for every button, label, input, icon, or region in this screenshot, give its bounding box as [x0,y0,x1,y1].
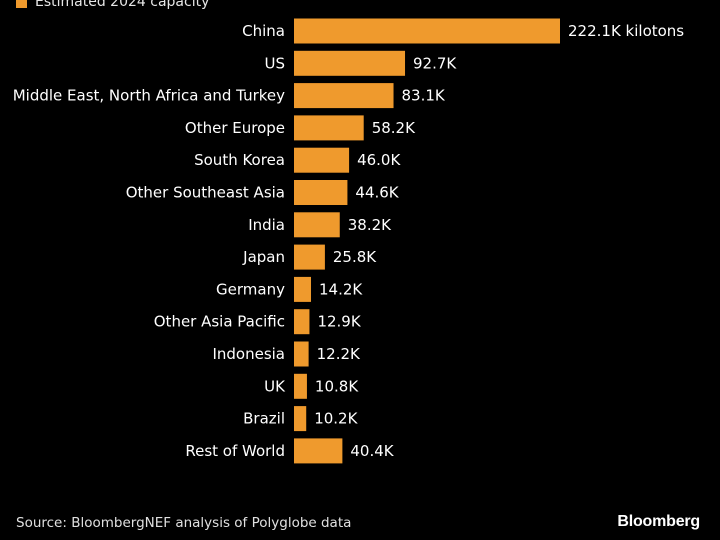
value-label: 58.2K [372,119,416,137]
category-label: Japan [242,248,285,266]
category-label: South Korea [194,151,285,169]
bar [294,212,340,238]
category-label: Other Asia Pacific [154,313,285,331]
category-label: India [248,216,285,234]
value-label: 46.0K [357,151,401,169]
bar [294,276,312,302]
value-label: 222.1K kilotons [568,22,684,40]
value-label: 92.7K [413,54,457,72]
bar [294,438,343,464]
bar [294,406,307,432]
category-label: China [242,22,285,40]
bloomberg-logo: Bloomberg [617,513,700,530]
bar [294,50,406,76]
value-label: 40.4K [350,442,394,460]
value-label: 25.8K [333,248,377,266]
category-label: Brazil [243,410,285,428]
bar [294,18,560,44]
value-label: 14.2K [319,280,363,298]
bar [294,373,307,399]
category-label: Indonesia [212,345,285,363]
bar [294,115,364,141]
category-label: US [264,54,285,72]
bar [294,180,348,205]
value-label: 38.2K [348,216,392,234]
legend-swatch [16,0,27,8]
legend: Estimated 2024 capacity [16,0,209,10]
legend-label: Estimated 2024 capacity [35,0,210,10]
bar [294,309,310,335]
category-label: Middle East, North Africa and Turkey [13,87,285,105]
value-label: 12.9K [317,313,361,331]
category-label: UK [264,377,286,395]
bar [294,147,350,173]
bar [294,83,394,109]
bar [294,244,325,270]
category-label: Other Europe [185,119,285,137]
bar [294,341,309,367]
value-label: 83.1K [402,87,446,105]
value-label: 44.6K [355,184,399,202]
value-label: 10.8K [315,377,359,395]
category-label: Germany [216,280,285,298]
bar-chart: China 222.1K kilotons US 92.7K Middle East, … [13,18,684,464]
category-label: Other Southeast Asia [126,184,285,202]
value-label: 12.2K [317,345,361,363]
source-note: Source: BloombergNEF analysis of Polyglo… [16,515,352,531]
value-label: 10.2K [314,410,358,428]
category-label: Rest of World [185,442,285,460]
